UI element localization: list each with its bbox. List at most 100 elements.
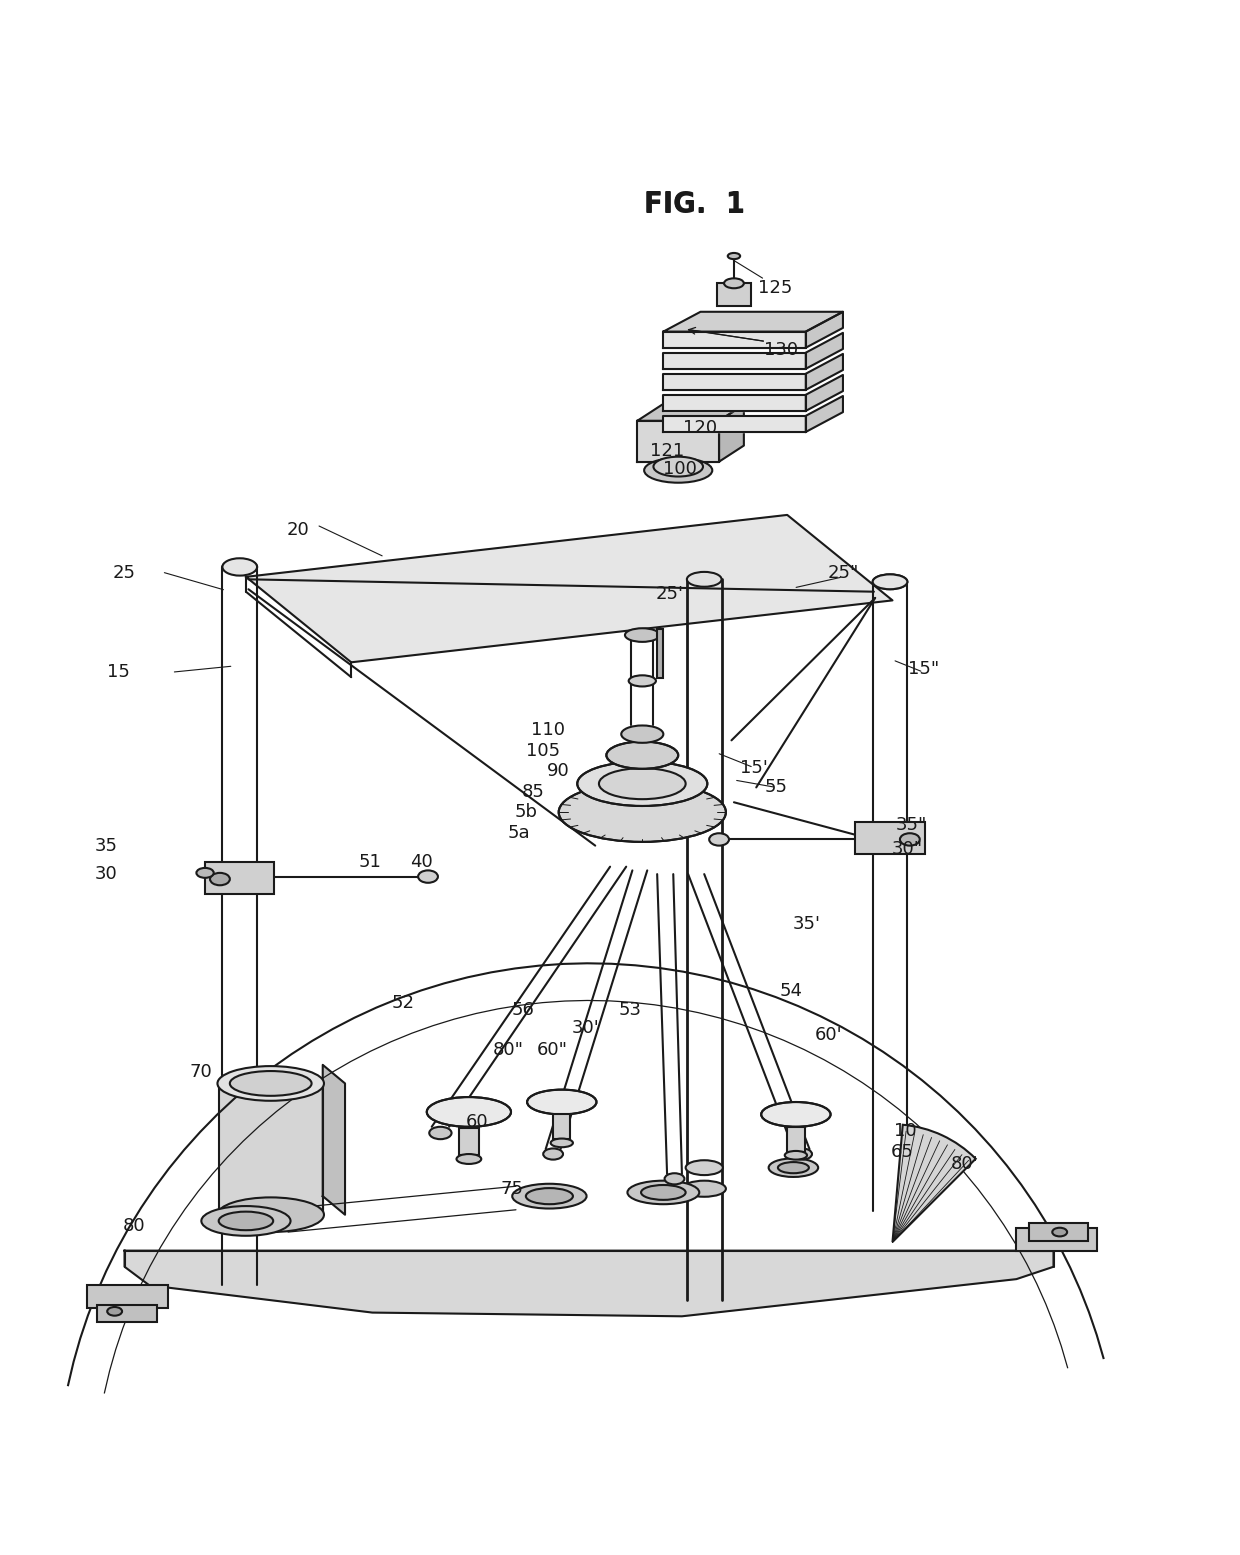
Text: 35': 35' — [794, 914, 821, 933]
Text: 40: 40 — [410, 852, 433, 871]
Polygon shape — [322, 1065, 345, 1214]
Ellipse shape — [792, 1149, 812, 1160]
Bar — [97, 1305, 156, 1322]
Text: 15": 15" — [908, 659, 939, 678]
Ellipse shape — [686, 1160, 723, 1176]
Bar — [459, 1127, 479, 1155]
Text: 60': 60' — [815, 1026, 842, 1043]
Polygon shape — [719, 404, 744, 462]
Ellipse shape — [900, 833, 920, 846]
Polygon shape — [637, 421, 719, 462]
Ellipse shape — [653, 457, 703, 476]
Ellipse shape — [222, 558, 257, 575]
Polygon shape — [637, 404, 744, 421]
Ellipse shape — [606, 742, 678, 768]
Text: 110: 110 — [531, 722, 565, 740]
Ellipse shape — [427, 1098, 511, 1127]
Text: 65: 65 — [892, 1143, 914, 1160]
Ellipse shape — [682, 1180, 725, 1197]
Text: 25": 25" — [827, 564, 858, 582]
Ellipse shape — [543, 1149, 563, 1160]
Text: 121: 121 — [650, 442, 684, 460]
Text: 80': 80' — [951, 1155, 978, 1172]
Text: 35: 35 — [94, 837, 118, 855]
Ellipse shape — [777, 1162, 808, 1172]
Ellipse shape — [769, 1158, 818, 1177]
Ellipse shape — [709, 833, 729, 846]
Polygon shape — [806, 355, 843, 390]
Ellipse shape — [785, 1151, 807, 1160]
Text: 56: 56 — [512, 1001, 534, 1020]
Ellipse shape — [107, 1308, 122, 1316]
Polygon shape — [663, 331, 806, 348]
Text: 120: 120 — [683, 420, 718, 437]
Ellipse shape — [873, 574, 908, 589]
Text: 5b: 5b — [515, 804, 537, 821]
Text: 80: 80 — [123, 1218, 146, 1235]
Polygon shape — [124, 1250, 1054, 1316]
Text: 60: 60 — [466, 1113, 489, 1130]
Ellipse shape — [222, 560, 257, 574]
Bar — [657, 628, 663, 678]
Text: 25: 25 — [113, 564, 136, 582]
Bar — [856, 823, 925, 854]
Text: 30': 30' — [572, 1019, 599, 1037]
Ellipse shape — [217, 1197, 324, 1232]
Polygon shape — [806, 375, 843, 411]
Polygon shape — [663, 373, 806, 390]
Bar — [787, 1127, 805, 1152]
Ellipse shape — [873, 574, 908, 589]
Ellipse shape — [627, 1180, 699, 1204]
Ellipse shape — [456, 1154, 481, 1165]
Ellipse shape — [724, 278, 744, 288]
Wedge shape — [893, 1124, 976, 1242]
Ellipse shape — [644, 457, 712, 482]
Text: FIG.  1: FIG. 1 — [644, 191, 745, 219]
Polygon shape — [663, 313, 843, 331]
Text: 60": 60" — [537, 1040, 568, 1059]
Text: 70: 70 — [190, 1064, 213, 1081]
Text: 130: 130 — [764, 341, 799, 359]
Text: 85: 85 — [522, 784, 544, 801]
Polygon shape — [806, 313, 843, 348]
Text: 5a: 5a — [507, 824, 529, 843]
Polygon shape — [663, 353, 806, 369]
Ellipse shape — [526, 1188, 573, 1204]
Polygon shape — [246, 515, 893, 662]
Text: 53: 53 — [619, 1001, 641, 1020]
Ellipse shape — [687, 572, 722, 586]
Ellipse shape — [210, 872, 229, 885]
Ellipse shape — [512, 1183, 587, 1208]
Ellipse shape — [665, 1172, 684, 1185]
Bar — [87, 1286, 167, 1308]
Text: 51: 51 — [358, 852, 381, 871]
Bar — [553, 1115, 570, 1140]
Text: 80": 80" — [494, 1040, 525, 1059]
Ellipse shape — [196, 868, 213, 879]
Polygon shape — [663, 415, 806, 432]
Text: 75: 75 — [501, 1180, 523, 1197]
Text: 30: 30 — [94, 865, 118, 883]
Ellipse shape — [201, 1207, 290, 1236]
Text: 25': 25' — [656, 585, 683, 603]
Ellipse shape — [559, 782, 725, 841]
Ellipse shape — [621, 726, 663, 743]
Text: 15: 15 — [107, 664, 130, 681]
Ellipse shape — [429, 1127, 451, 1140]
Ellipse shape — [527, 1090, 596, 1115]
Text: 30": 30" — [892, 840, 923, 858]
Text: 10: 10 — [894, 1121, 916, 1140]
Ellipse shape — [229, 1071, 311, 1096]
Polygon shape — [218, 1084, 322, 1214]
Text: 55: 55 — [765, 779, 787, 796]
Polygon shape — [806, 333, 843, 369]
Ellipse shape — [217, 1067, 324, 1101]
Text: 90: 90 — [547, 762, 569, 781]
Ellipse shape — [629, 675, 656, 686]
Bar — [205, 861, 274, 894]
Ellipse shape — [641, 1185, 686, 1200]
Text: 35": 35" — [895, 815, 926, 833]
Ellipse shape — [578, 762, 707, 805]
Text: 105: 105 — [526, 742, 560, 760]
Polygon shape — [663, 395, 806, 411]
